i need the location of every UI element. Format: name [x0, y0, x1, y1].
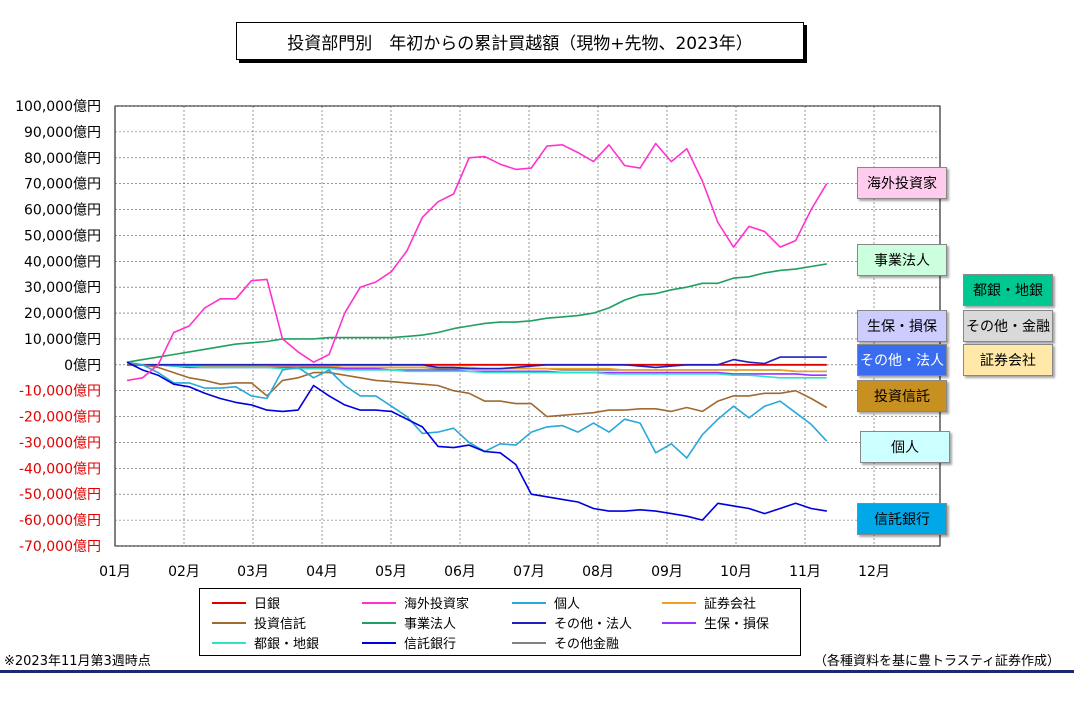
- y-tick-label: 40,000億円: [24, 254, 101, 270]
- x-tick-label: 07月: [513, 564, 545, 580]
- bottom-rule: [0, 670, 1074, 673]
- x-tick-label: 02月: [168, 564, 200, 580]
- x-tick-label: 10月: [720, 564, 752, 580]
- series-line-9: [126, 361, 827, 521]
- legend-item: 生保・損保: [662, 613, 769, 632]
- x-tick-label: 09月: [651, 564, 683, 580]
- callout-foreign: 海外投資家: [857, 167, 947, 199]
- x-tick-label: 11月: [789, 564, 821, 580]
- y-tick-label: 30,000億円: [24, 280, 101, 296]
- legend-item: 事業法人: [362, 613, 456, 632]
- legend-item: 日銀: [212, 593, 280, 612]
- callout-other-fin: その他・金融: [963, 310, 1053, 342]
- legend-item: 海外投資家: [362, 593, 469, 612]
- y-tick-label: 50,000億円: [24, 228, 101, 244]
- y-tick-label: -60,000億円: [19, 513, 101, 529]
- y-tick-label: -10,000億円: [19, 384, 101, 400]
- legend-item: 信託銀行: [362, 633, 456, 652]
- callout-insurance: 生保・損保: [857, 310, 947, 342]
- x-tick-label: 05月: [375, 564, 407, 580]
- y-tick-label: 70,000億円: [24, 177, 101, 193]
- y-tick-label: 90,000億円: [24, 125, 101, 141]
- x-tick-label: 08月: [582, 564, 614, 580]
- legend: 日銀 海外投資家 個人 証券会社 投資信託 事業法人 その他・法人 生保・損保 …: [199, 588, 801, 656]
- series-line-5: [126, 263, 827, 363]
- legend-item: その他・法人: [512, 613, 632, 632]
- y-tick-label: 20,000億円: [24, 306, 101, 322]
- y-tick-label: -40,000億円: [19, 461, 101, 477]
- y-tick-label: -20,000億円: [19, 410, 101, 426]
- y-tick-label: 0億円: [64, 358, 101, 374]
- chart-title: 投資部門別 年初からの累計買越額（現物+先物、2023年）: [236, 22, 804, 60]
- callout-securities: 証券会社: [963, 344, 1053, 376]
- x-tick-label: 04月: [306, 564, 338, 580]
- x-tick-label: 03月: [237, 564, 269, 580]
- y-tick-label: -50,000億円: [19, 487, 101, 503]
- y-tick-label: 100,000億円: [15, 99, 101, 115]
- callout-other-corp: その他・法人: [857, 344, 947, 376]
- y-tick-label: -30,000億円: [19, 435, 101, 451]
- footnote: ※2023年11月第3週時点: [4, 654, 151, 669]
- x-tick-label: 12月: [858, 564, 890, 580]
- legend-item: 投資信託: [212, 613, 306, 632]
- series-line-2: [126, 361, 828, 459]
- x-tick-label: 06月: [444, 564, 476, 580]
- legend-item: 都銀・地銀: [212, 633, 319, 652]
- callout-city-bank: 都銀・地銀: [963, 274, 1053, 306]
- y-tick-label: 10,000億円: [24, 332, 101, 348]
- legend-item: 証券会社: [662, 593, 756, 612]
- legend-item: その他金融: [512, 633, 619, 652]
- legend-item: 個人: [512, 593, 580, 612]
- source-note: （各種資料を基に豊トラスティ証券作成）: [814, 654, 1060, 669]
- x-tick-label: 01月: [99, 564, 131, 580]
- callout-inv-trust: 投資信託: [857, 380, 947, 412]
- series-line-8: [127, 363, 827, 379]
- callout-corp: 事業法人: [857, 244, 947, 276]
- callout-individual: 個人: [860, 431, 950, 463]
- series-line-1: [126, 142, 828, 382]
- plot-area: [114, 105, 941, 547]
- y-tick-label: 80,000億円: [24, 151, 101, 167]
- y-tick-label: -70,000億円: [19, 539, 101, 555]
- y-tick-label: 60,000億円: [24, 203, 101, 219]
- series-line-4: [127, 363, 828, 418]
- series-line-6: [127, 356, 827, 370]
- callout-trust-bank: 信託銀行: [857, 503, 947, 535]
